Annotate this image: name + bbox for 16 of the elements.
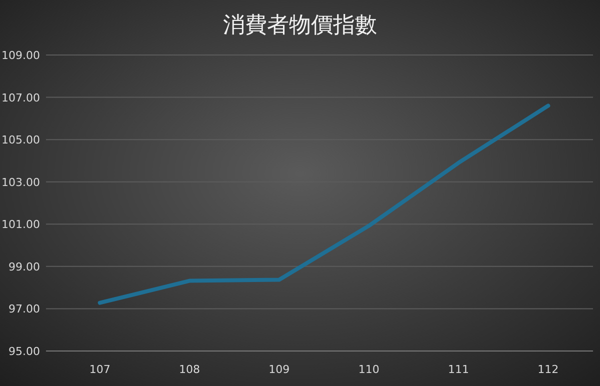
x-tick-label: 108 [179,363,200,376]
y-tick-label: 109.00 [2,49,40,62]
y-tick-label: 101.00 [2,218,40,232]
x-tick-label: 109 [268,363,290,376]
x-tick-label: 110 [358,363,380,376]
y-tick-label: 103.00 [2,176,40,189]
x-tick-label: 112 [538,363,559,376]
chart-title: 消費者物價指數 [223,13,377,38]
line-series [98,104,550,305]
y-tick-label: 105.00 [2,134,40,147]
y-tick-label: 99.00 [8,260,40,274]
y-tick-label: 107.00 [2,91,40,104]
y-tick-label: 97.00 [8,302,40,316]
y-tick-label: 95.00 [8,345,40,358]
x-tick-label: 111 [448,363,469,376]
x-tick-label: 107 [89,363,110,376]
